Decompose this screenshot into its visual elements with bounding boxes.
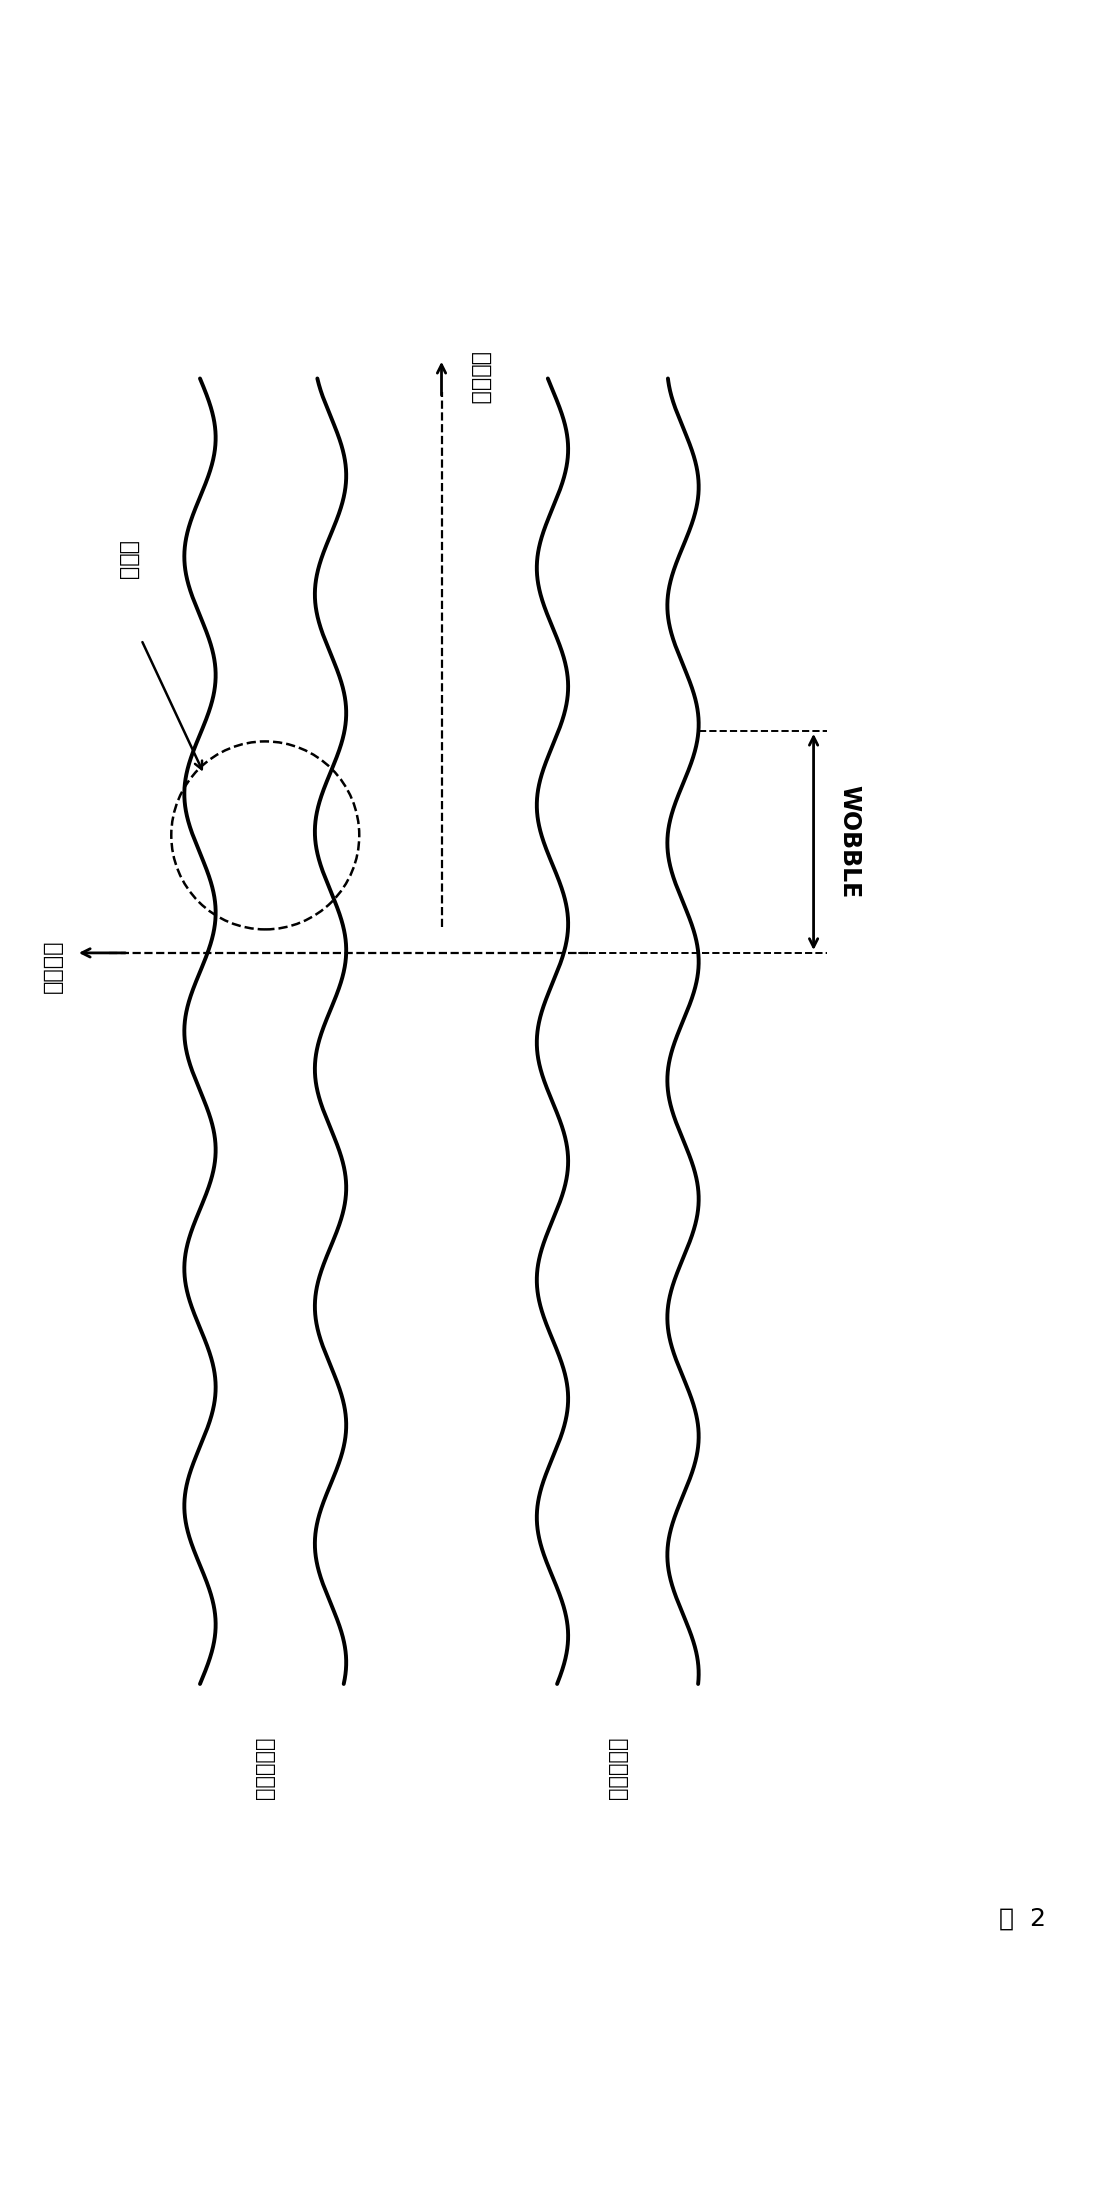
Text: 可记录轨迹: 可记录轨迹 (608, 1737, 627, 1798)
Text: 图  2: 图 2 (999, 1908, 1046, 1932)
Text: 切线方向: 切线方向 (471, 353, 490, 406)
Text: WOBBLE: WOBBLE (837, 785, 861, 899)
Text: 辐射方向: 辐射方向 (42, 939, 63, 993)
Text: 激光束: 激光束 (119, 542, 139, 581)
Text: 可记录轨迹: 可记录轨迹 (255, 1737, 275, 1798)
